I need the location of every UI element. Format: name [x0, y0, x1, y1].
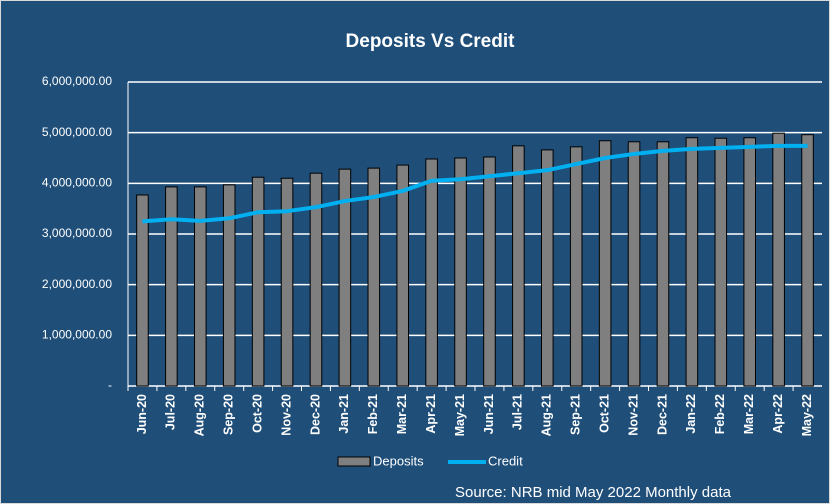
bar	[396, 164, 409, 387]
bar	[801, 134, 814, 387]
credit-line	[142, 143, 808, 224]
bar	[743, 137, 756, 387]
x-tick-label: Jun-20	[135, 394, 149, 434]
x-tick-label: Feb-22	[713, 394, 727, 434]
x-tick-label: Aug-20	[193, 394, 207, 436]
bar	[714, 137, 728, 387]
bar	[425, 158, 438, 387]
y-tick-label: 4,000,000.00	[42, 176, 112, 190]
x-tick-label: Apr-21	[424, 394, 438, 434]
legend-swatch	[337, 456, 371, 467]
bar	[512, 145, 525, 387]
bar	[367, 167, 381, 387]
y-tick-label: 2,000,000.00	[42, 277, 112, 291]
bar	[483, 156, 496, 387]
y-tick-label: 5,000,000.00	[42, 125, 112, 139]
x-tick-label: Nov-20	[279, 394, 293, 436]
bar	[569, 146, 583, 387]
bar	[222, 184, 236, 387]
x-tick-label: Oct-21	[597, 394, 611, 433]
bar	[454, 157, 467, 387]
x-tick-label: Mar-22	[742, 394, 756, 434]
x-tick-label: May-21	[453, 394, 467, 436]
x-tick-label: Jan-22	[684, 394, 698, 434]
bar	[685, 137, 699, 387]
x-tick-label: Sep-20	[222, 394, 236, 435]
x-tick-label: Jul-20	[164, 394, 178, 430]
x-tick-label: Aug-21	[540, 394, 554, 436]
bar	[541, 149, 554, 387]
y-tick-label: 1,000,000.00	[42, 328, 112, 342]
bar	[165, 186, 178, 387]
chart-title: Deposits Vs Credit	[346, 31, 516, 52]
x-tick-label: Oct-20	[250, 394, 264, 433]
y-tick-label: 6,000,000.00	[42, 74, 112, 88]
legend-label: Credit	[488, 453, 523, 468]
x-tick-label: Sep-21	[569, 394, 583, 435]
x-tick-label: Jul-21	[511, 394, 525, 430]
bar	[309, 172, 323, 387]
bar	[627, 141, 641, 387]
legend-label: Deposits	[373, 453, 424, 468]
source-note: Source: NRB mid May 2022 Monthly data	[455, 484, 732, 501]
y-tick-label: -	[108, 378, 112, 392]
x-tick-label: Dec-20	[308, 394, 322, 435]
x-tick-label: May-22	[800, 394, 814, 436]
x-tick-label: Nov-21	[626, 394, 640, 436]
bar	[772, 132, 785, 387]
bar	[598, 140, 612, 387]
bar	[251, 176, 265, 387]
bar	[194, 186, 207, 387]
x-tick-label: Apr-22	[771, 394, 785, 434]
bar	[280, 177, 294, 387]
x-tick-label: Jan-21	[337, 394, 351, 434]
x-tick-label: Dec-21	[655, 394, 669, 435]
bar	[338, 168, 352, 387]
x-tick-label: Feb-21	[366, 394, 380, 434]
bar	[656, 141, 670, 387]
x-tick-label: Mar-21	[395, 394, 409, 434]
x-tick-label: Jun-21	[482, 394, 496, 434]
bar	[136, 194, 149, 387]
y-tick-label: 3,000,000.00	[42, 226, 112, 240]
